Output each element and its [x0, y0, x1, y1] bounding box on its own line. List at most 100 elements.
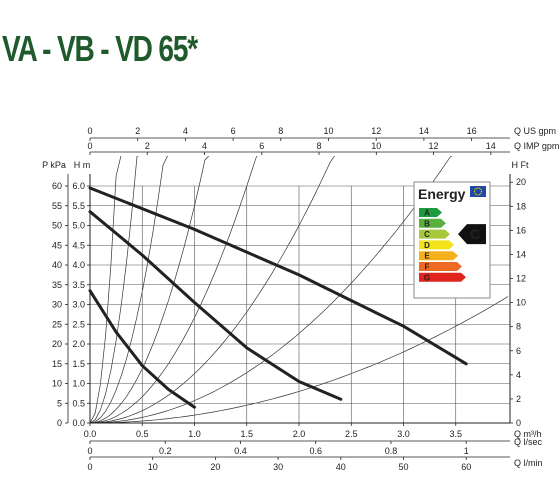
kpa-tick-label: 0 [57, 418, 62, 428]
eu-star [475, 193, 477, 196]
eu-star [474, 189, 476, 191]
kpa-tick-label: 15 [52, 359, 62, 369]
head-ft-tick-label: 0 [516, 418, 521, 428]
head-m-tick-label: 6.0 [72, 181, 85, 191]
us-gpm-tick-label: 4 [183, 126, 188, 136]
us-gpm-tick-label: 10 [323, 126, 333, 136]
energy-class-letter: D [424, 241, 430, 250]
lsec-tick-label: 0.6 [309, 446, 322, 456]
lmin-tick-label: 50 [398, 462, 408, 472]
energy-rating-arrow [458, 224, 486, 245]
system-curve [90, 156, 140, 423]
kpa-tick-label: 20 [52, 339, 62, 349]
pump-curve-3 [88, 186, 468, 366]
lmin-tick-label: 10 [148, 462, 158, 472]
head-ft-tick-label: 20 [516, 177, 526, 187]
lmin-tick-label: 20 [210, 462, 220, 472]
head-ft-axis-label: H Ft [512, 160, 529, 170]
pump-curve-2 [88, 210, 343, 401]
head-m-tick-label: 3.0 [72, 300, 85, 310]
energy-class-bar-b [419, 218, 446, 228]
energy-class-bar-e [419, 251, 458, 261]
us-gpm-tick-label: 8 [278, 126, 283, 136]
eu-star [480, 192, 482, 194]
m3h-tick-label: 0.5 [136, 429, 149, 439]
head-m-axis-label: H m [74, 160, 91, 170]
pump-curve-1 [88, 289, 196, 409]
energy-class-bar-c [419, 229, 450, 239]
imp-gpm-tick-label: 8 [317, 141, 322, 151]
energy-class-letter: C [424, 230, 430, 239]
head-ft-tick-label: 6 [516, 346, 521, 356]
kpa-tick-label: 50 [52, 221, 62, 231]
us-gpm-tick-label: 14 [419, 126, 429, 136]
m3h-tick-label: 2.5 [345, 429, 358, 439]
lmin-tick-label: 60 [461, 462, 471, 472]
imp-gpm-tick-label: 6 [259, 141, 264, 151]
eu-star [479, 187, 481, 190]
m3h-tick-label: 0.0 [84, 429, 97, 439]
imp-gpm-tick-label: 4 [202, 141, 207, 151]
m3h-tick-label: 1.5 [240, 429, 253, 439]
head-m-tick-label: 0.5 [72, 398, 85, 408]
energy-class-letter: E [424, 252, 430, 261]
energy-class-letter: G [424, 273, 430, 282]
system-curve [90, 156, 122, 423]
kpa-tick-label: 25 [52, 319, 62, 329]
head-ft-tick-label: 8 [516, 322, 521, 332]
energy-class-bar-a [419, 208, 442, 217]
kpa-tick-label: 30 [52, 300, 62, 310]
kpa-axis-label: P kPa [42, 160, 66, 170]
lmin-tick-label: 30 [273, 462, 283, 472]
energy-label-header: Energy [418, 186, 466, 202]
head-ft-tick-label: 14 [516, 249, 526, 259]
system-curve [90, 156, 210, 423]
imp-gpm-tick-label: 10 [371, 141, 381, 151]
head-m-tick-label: 1.0 [72, 379, 85, 389]
m3h-tick-label: 3.0 [397, 429, 410, 439]
kpa-tick-label: 45 [52, 240, 62, 250]
us-gpm-tick-label: 16 [467, 126, 477, 136]
kpa-tick-label: 5 [57, 398, 62, 408]
head-ft-tick-label: 2 [516, 394, 521, 404]
eu-star [473, 190, 476, 193]
us-gpm-tick-label: 0 [87, 126, 92, 136]
system-curve [90, 156, 168, 423]
lmin-tick-label: 40 [336, 462, 346, 472]
system-curve [90, 156, 335, 423]
lsec-tick-label: 0.2 [159, 446, 172, 456]
head-ft-tick-label: 18 [516, 201, 526, 211]
eu-star [475, 187, 477, 190]
energy-class-letter: A [424, 209, 430, 218]
imp-gpm-tick-label: 14 [486, 141, 496, 151]
energy-class-letter: F [425, 263, 430, 272]
head-ft-tick-label: 16 [516, 225, 526, 235]
energy-class-letter: B [424, 219, 430, 228]
chart-title: VA - VB - VD 65* [2, 28, 198, 69]
lsec-tick-label: 1 [464, 446, 469, 456]
head-m-tick-label: 2.5 [72, 319, 85, 329]
lsec-tick-label: 0.4 [234, 446, 247, 456]
us-gpm-tick-label: 6 [231, 126, 236, 136]
head-ft-tick-label: 10 [516, 298, 526, 308]
head-ft-tick-label: 4 [516, 370, 521, 380]
energy-rating-letter: C [470, 226, 480, 242]
m3h-tick-label: 2.0 [293, 429, 306, 439]
us-gpm-tick-label: 2 [135, 126, 140, 136]
energy-class-bar-f [419, 262, 462, 271]
lsec-tick-label: 0.8 [385, 446, 398, 456]
us-gpm-tick-label: 12 [371, 126, 381, 136]
system-curve [90, 156, 258, 423]
kpa-tick-label: 10 [52, 379, 62, 389]
eu-flag-icon [470, 186, 486, 197]
eu-star [477, 187, 479, 189]
imp-gpm-tick-label: 0 [87, 141, 92, 151]
m3h-tick-label: 3.5 [449, 429, 462, 439]
kpa-tick-label: 60 [52, 181, 62, 191]
lsec-axis-label: Q l/sec [514, 437, 543, 447]
kpa-tick-label: 55 [52, 201, 62, 211]
eu-star [474, 192, 476, 194]
kpa-tick-label: 40 [52, 260, 62, 270]
